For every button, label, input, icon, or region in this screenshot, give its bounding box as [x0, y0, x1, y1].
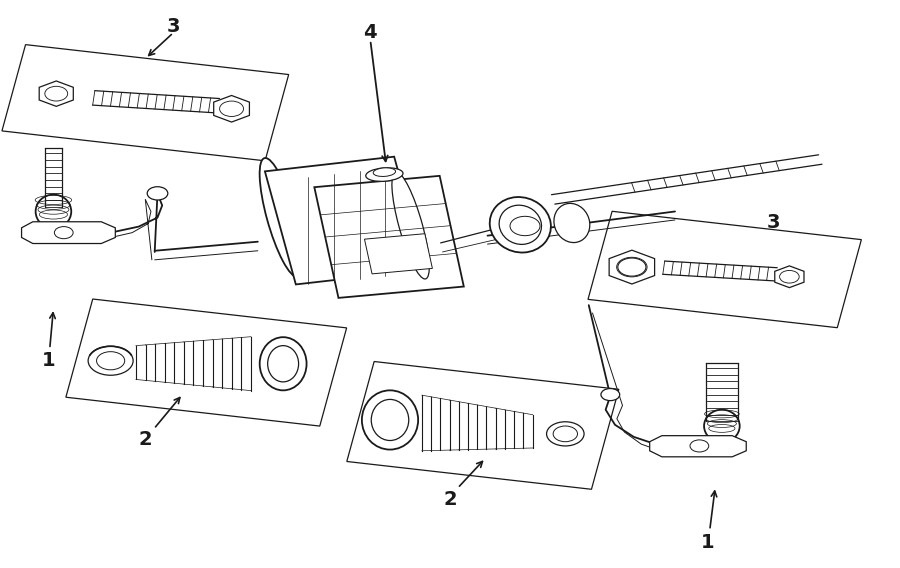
Circle shape: [601, 389, 620, 400]
Text: 4: 4: [364, 23, 377, 42]
Text: 3: 3: [767, 213, 780, 232]
Ellipse shape: [36, 195, 71, 228]
Ellipse shape: [267, 346, 299, 382]
Text: 2: 2: [443, 490, 457, 509]
Ellipse shape: [554, 203, 590, 243]
Circle shape: [148, 187, 167, 200]
Polygon shape: [314, 176, 464, 298]
Circle shape: [510, 216, 540, 236]
Circle shape: [96, 352, 125, 370]
Ellipse shape: [490, 197, 551, 253]
Polygon shape: [588, 211, 861, 328]
Text: 1: 1: [701, 533, 715, 552]
Polygon shape: [775, 266, 804, 287]
Text: 2: 2: [139, 430, 152, 449]
Text: 3: 3: [166, 17, 180, 36]
Circle shape: [617, 258, 646, 276]
Circle shape: [690, 440, 709, 452]
Polygon shape: [364, 233, 432, 274]
Ellipse shape: [374, 168, 396, 177]
Text: 1: 1: [42, 351, 56, 370]
Ellipse shape: [500, 205, 542, 244]
Ellipse shape: [372, 399, 409, 441]
Polygon shape: [346, 361, 619, 489]
Ellipse shape: [704, 410, 740, 442]
Polygon shape: [66, 299, 346, 426]
Ellipse shape: [365, 168, 403, 181]
Ellipse shape: [259, 158, 303, 277]
Polygon shape: [650, 436, 746, 457]
Ellipse shape: [260, 337, 307, 390]
Circle shape: [546, 422, 584, 446]
Polygon shape: [40, 81, 73, 106]
Circle shape: [88, 346, 133, 375]
Polygon shape: [265, 157, 425, 285]
Circle shape: [554, 426, 578, 442]
Ellipse shape: [362, 390, 418, 449]
Ellipse shape: [392, 172, 429, 279]
Polygon shape: [2, 45, 289, 161]
Polygon shape: [609, 250, 654, 284]
Circle shape: [54, 227, 73, 239]
Polygon shape: [22, 222, 115, 244]
Polygon shape: [213, 95, 249, 122]
